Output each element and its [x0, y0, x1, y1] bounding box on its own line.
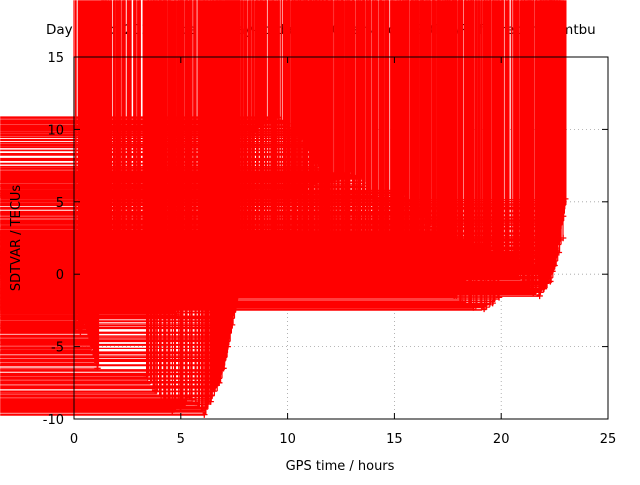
series-markers	[0, 0, 567, 295]
x-tick-label: 10	[279, 432, 296, 447]
y-tick-label: 0	[56, 268, 64, 283]
y-tick-label: 10	[47, 123, 64, 138]
x-tick-label: 0	[70, 432, 78, 447]
series-track-10	[0, 0, 569, 297]
x-tick-label: 5	[177, 432, 185, 447]
x-tick-label: 15	[386, 432, 403, 447]
x-tick-label: 20	[493, 432, 510, 447]
y-tick-label: -10	[43, 413, 64, 428]
axis-ticks: 0 5 10 15 20 25 -10 -5 0 5 10 15	[43, 51, 617, 447]
data-series	[0, 0, 569, 418]
series-track-7	[0, 0, 244, 418]
y-tick-label: 5	[56, 196, 64, 211]
y-tick-label: 15	[47, 51, 64, 66]
y-axis-label: SDTVAR / TECUs	[9, 185, 24, 292]
y-tick-label: -5	[51, 341, 64, 356]
plot-frame	[73, 56, 609, 420]
x-axis-label: GPS time / hours	[286, 459, 395, 474]
x-tick-label: 25	[600, 432, 617, 447]
series-markers	[0, 0, 241, 416]
